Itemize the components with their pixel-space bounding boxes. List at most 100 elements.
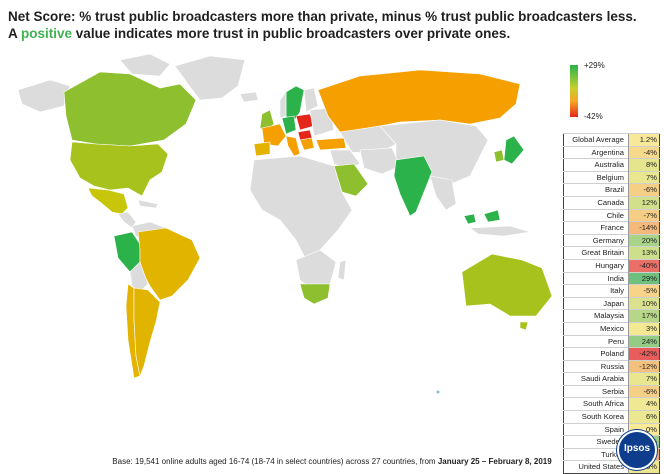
country-south-africa [299,283,331,305]
chart-title: Net Score: % trust public broadcasters m… [8,8,658,42]
table-row: Hungary -40% [563,258,660,273]
country-united-states [69,141,169,197]
country-canada [63,71,197,147]
score-value: 24% [628,334,660,348]
table-row: Italy -5% [563,284,660,298]
greenland [174,55,246,101]
title-line-2: A positive value indicates more trust in… [8,25,658,42]
country-name: France [563,221,629,235]
table-row: Poland -42% [563,347,660,361]
small-island [436,390,440,394]
country-name: South Africa [563,397,629,411]
score-value: 13% [628,246,660,260]
table-row: Serbia -6% [563,384,660,398]
norway-finland [279,87,319,119]
bolivia-paraguay [129,261,149,293]
country-india [393,155,433,217]
scale-max-label: +29% [584,61,605,70]
table-row: Great Britain 13% [563,246,660,260]
scores-table-body: Global Average 1.2% Argentina -4% Australia 8… [563,133,660,474]
country-south-korea [493,149,505,163]
country-name: Italy [563,284,629,298]
arctic-islands [119,53,171,77]
tasmania [519,321,529,331]
score-value: -40% [628,258,660,273]
score-value: 17% [628,309,660,323]
table-row: Belgium 7% [563,170,660,184]
country-name: Malaysia [563,309,629,323]
country-argentina [133,287,161,378]
country-name: Serbia [563,384,629,398]
table-row: France -14% [563,221,660,235]
score-value: -12% [628,359,660,373]
score-value: 29% [628,271,660,285]
color-scale-legend: +29% -42% [566,61,636,122]
madagascar [337,259,347,281]
central-america [117,211,137,229]
score-value: -6% [628,384,660,398]
table-row: South Korea 6% [563,410,660,424]
iran-pakistan [359,147,401,175]
country-name: Great Britain [563,246,629,260]
indonesia [469,225,531,237]
table-row: India 29% [563,271,660,285]
color-scale-bar [570,65,578,117]
china-mongolia [379,119,489,187]
country-name: Spain [563,422,629,436]
title-prefix: A [8,26,18,41]
table-row: Canada 12% [563,195,660,210]
score-value: 1.2% [628,133,660,147]
score-value: -14% [628,221,660,235]
southeast-asia [429,175,457,211]
country-name: Mexico [563,321,629,335]
footer-note: Base: 19,541 online adults aged 16-74 (1… [0,457,664,466]
country-name: Saudi Arabia [563,372,629,386]
table-row: Peru 24% [563,334,660,348]
table-row: Argentina -4% [563,145,660,159]
score-value: -6% [628,183,660,197]
country-name: Japan [563,296,629,310]
table-row: Brazil -6% [563,183,660,197]
table-row: South Africa 4% [563,397,660,411]
score-value: 20% [628,233,660,247]
country-name: Poland [563,347,629,361]
table-row: Saudi Arabia 7% [563,372,660,386]
table-row: Global Average 1.2% [563,133,660,147]
score-value: 7% [628,170,660,184]
country-name: Global Average [563,133,629,147]
score-value: -5% [628,284,660,298]
score-value: 3% [628,321,660,335]
country-australia [461,253,553,317]
table-row: Russia -12% [563,359,660,373]
country-name: Russia [563,359,629,373]
footer-base-text: Base: 19,541 online adults aged 16-74 (1… [112,457,436,466]
country-malaysia [463,209,501,225]
table-row: Spain 0% [563,422,660,436]
title-highlight: positive [21,26,73,41]
score-value: 8% [628,158,660,172]
table-row: Germany 20% [563,233,660,247]
score-value: 6% [628,410,660,424]
alaska [17,79,71,113]
title-suffix: value indicates more trust in public bro… [75,26,511,41]
footer-dates: January 25 – February 8, 2019 [437,457,552,466]
table-row: Malaysia 17% [563,309,660,323]
score-value: 12% [628,195,660,210]
scale-min-label: -42% [584,112,603,121]
score-value: -4% [628,145,660,159]
country-turkey [315,137,347,151]
country-germany [281,115,297,135]
country-serbia [299,137,315,151]
country-mexico [87,187,129,215]
country-name: Argentina [563,145,629,159]
table-row: Australia 8% [563,158,660,172]
logo-text: Ipsos [623,443,651,454]
country-name: South Korea [563,410,629,424]
table-row: Mexico 3% [563,321,660,335]
score-value: -42% [628,347,660,361]
country-name: Canada [563,195,629,210]
country-name: Australia [563,158,629,172]
ipsos-logo: Ipsos [617,430,657,470]
country-name: Belgium [563,170,629,184]
